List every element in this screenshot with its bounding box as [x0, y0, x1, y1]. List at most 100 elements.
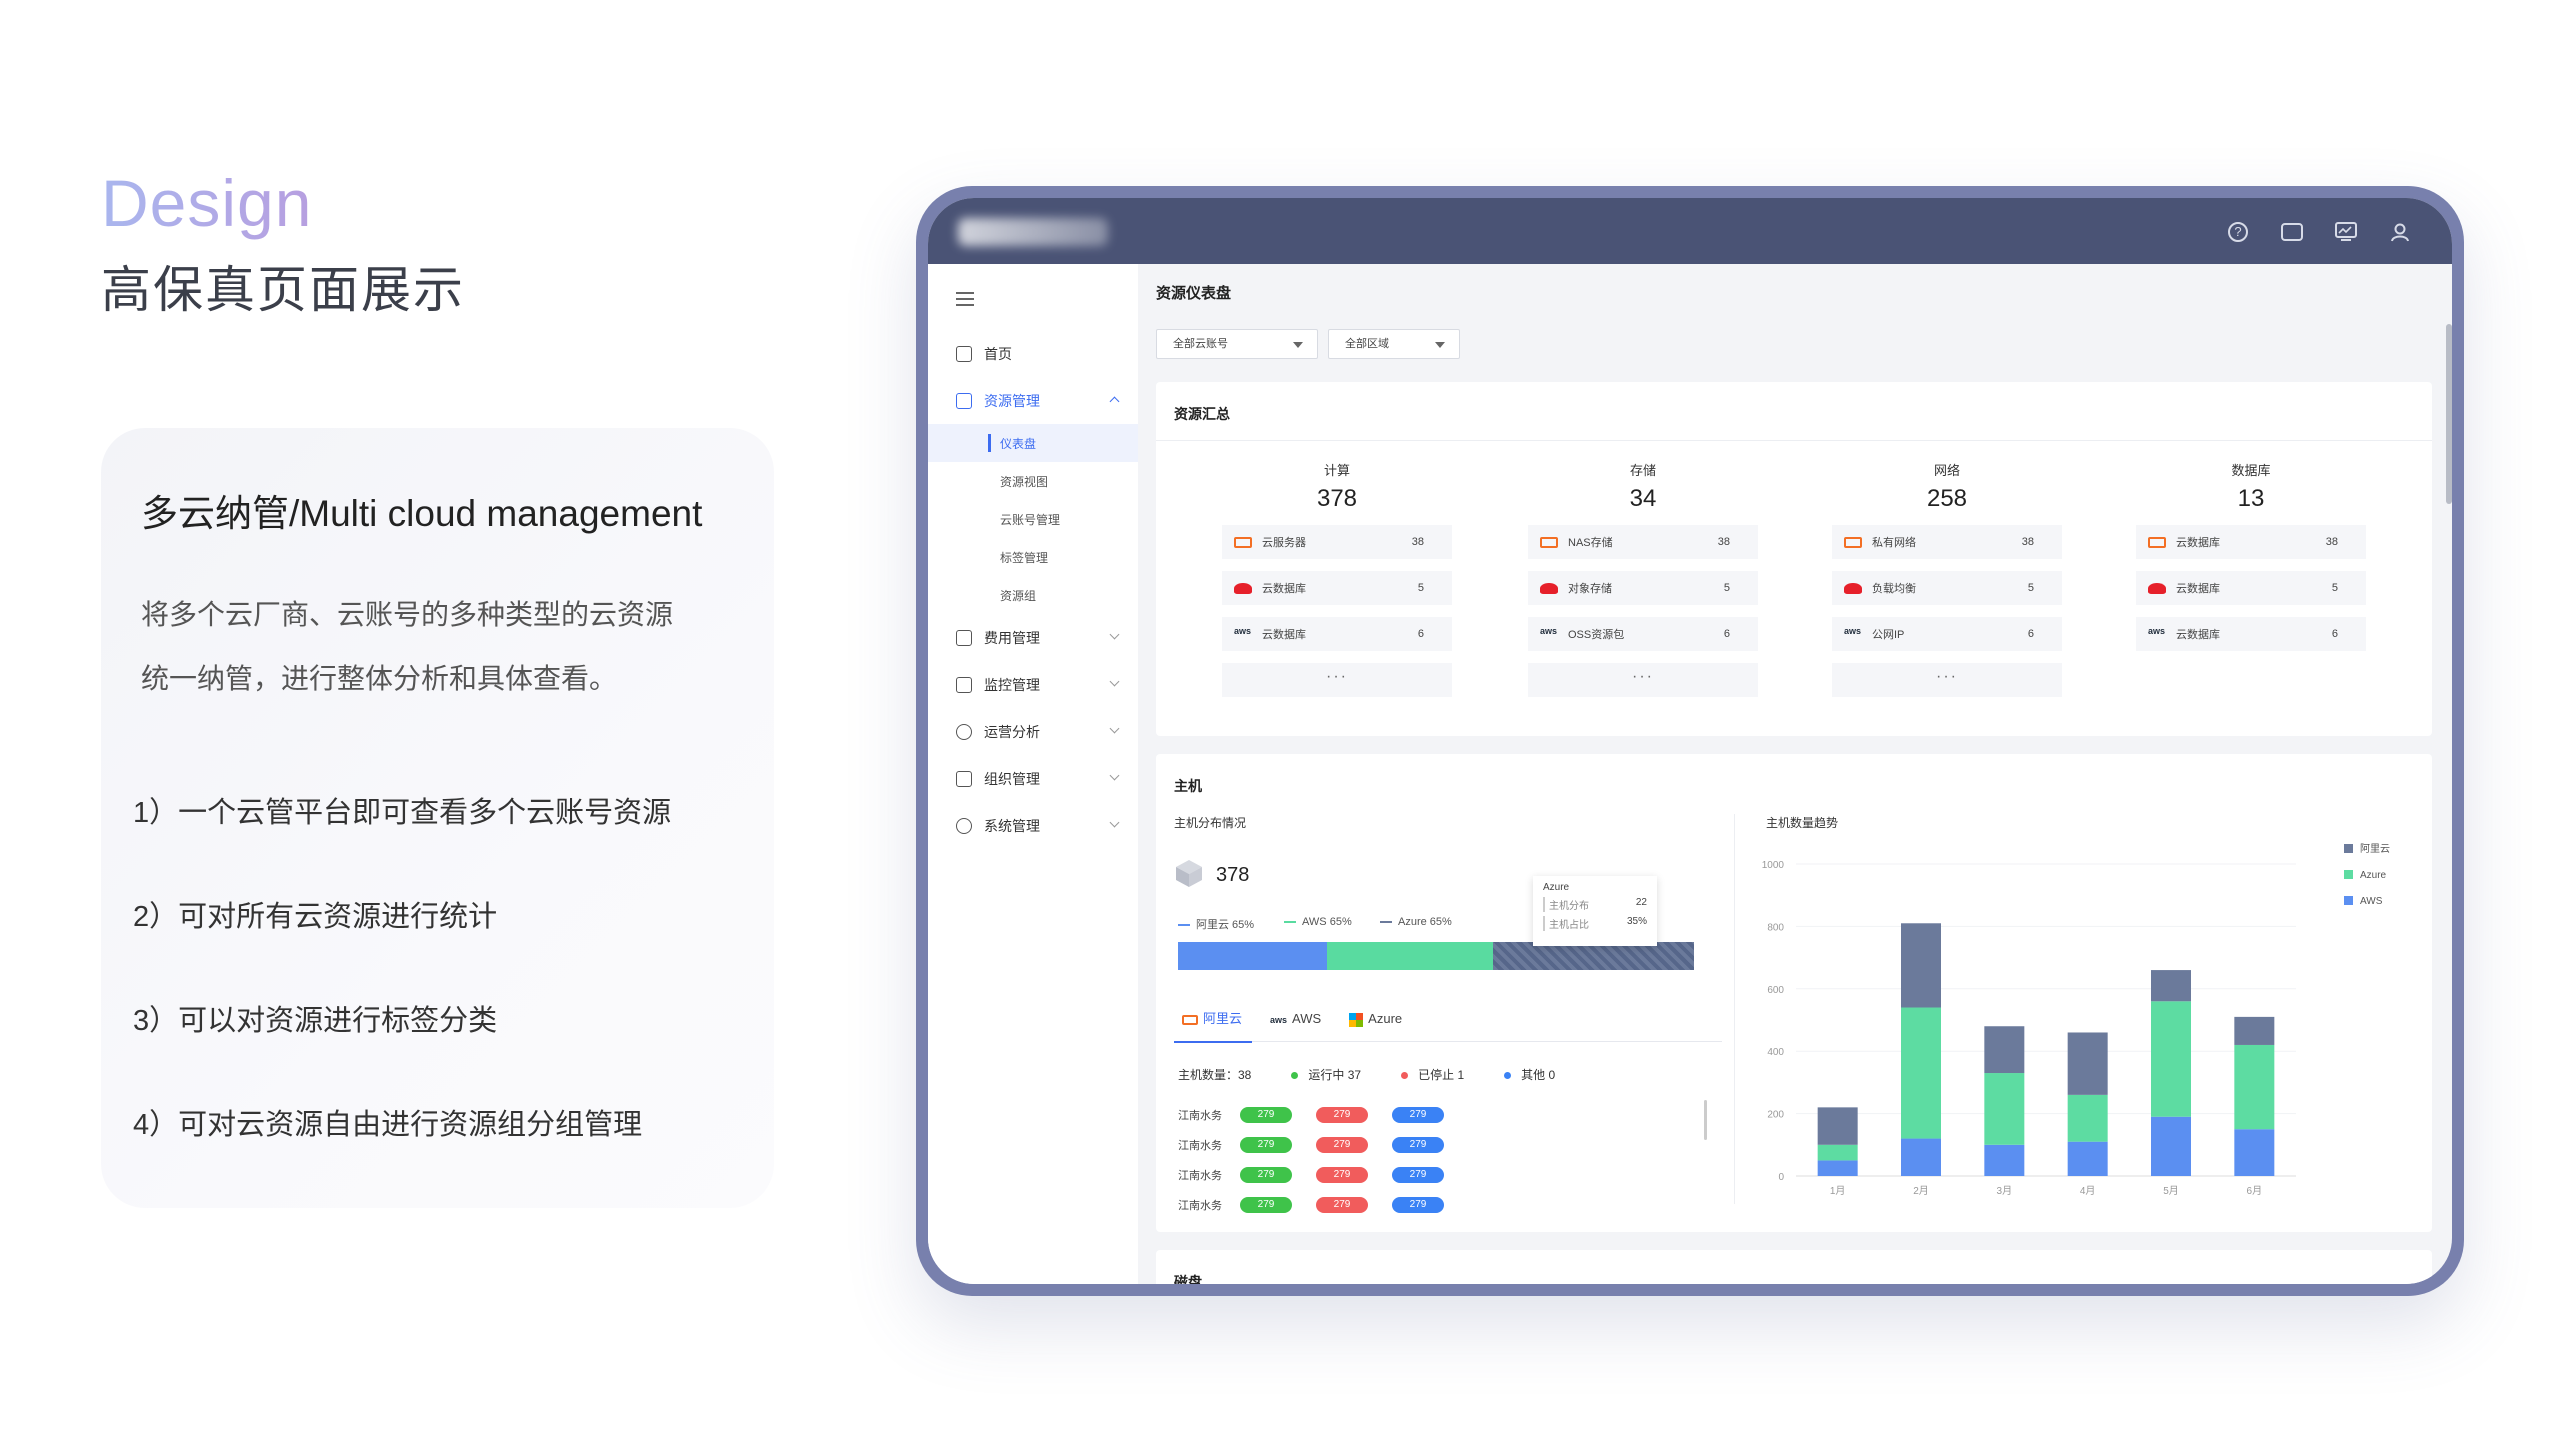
tablet-frame: ? 首页 资源管理 [916, 186, 2464, 1296]
divider [1734, 814, 1735, 1204]
bar-segment[interactable] [1984, 1144, 2025, 1176]
aws-icon: aws [1540, 626, 1558, 636]
huawei-icon [1234, 583, 1252, 594]
summary-row[interactable]: aws 公网IP 6 [1832, 617, 2062, 651]
sidebar-subitem-account[interactable]: 云账号管理 [1000, 512, 1061, 527]
summary-row[interactable]: NAS存储 38 [1528, 525, 1758, 559]
sidebar-subitem-tags[interactable]: 标签管理 [1000, 550, 1049, 565]
bar-segment[interactable] [2234, 1129, 2275, 1176]
bar-segment-aws[interactable] [1327, 942, 1493, 970]
feature-list: 1）一个云管平台即可查看多个云账号资源 2）可对所有云资源进行统计 3）可以对资… [133, 793, 671, 1209]
status-pill: 279 [1392, 1137, 1444, 1153]
summary-row[interactable]: 对象存储 5 [1528, 571, 1758, 605]
sidebar-item-monitor[interactable]: 监控管理 [928, 661, 1138, 708]
tab-aliyun[interactable]: 阿里云 [1174, 1006, 1262, 1043]
panel-title: 资源汇总 [1174, 406, 1230, 422]
summary-row-label: 对象存储 [1568, 583, 1612, 595]
bar-segment[interactable] [1901, 1007, 1941, 1139]
summary-column-network: 网络 258 私有网络 38 负载均衡 5 aws 公网IP 6 ··· [1832, 460, 2062, 697]
tab-aws[interactable]: aws AWS [1262, 1006, 1341, 1042]
tooltip: Azure 主机分布 22 主机占比 35% [1533, 876, 1657, 946]
summary-row[interactable]: 云数据库 5 [1222, 571, 1452, 605]
x-tick-label: 2月 [1913, 1185, 1929, 1197]
summary-row[interactable]: 负载均衡 5 [1832, 571, 2062, 605]
bar-segment-azure[interactable] [1493, 942, 1694, 970]
sidebar-item-cost[interactable]: 费用管理 [928, 614, 1138, 661]
summary-row[interactable]: aws OSS资源包 6 [1528, 617, 1758, 651]
bar-segment[interactable] [2151, 970, 2191, 1002]
sidebar-item-org[interactable]: 组织管理 [928, 755, 1138, 802]
account-select[interactable]: 全部云账号 [1156, 329, 1318, 359]
row-name: 江南水务 [1178, 1200, 1222, 1212]
host-distribution-bar [1178, 942, 1694, 970]
sidebar-item-resources[interactable]: 资源管理 [928, 377, 1138, 424]
feature-desc-line: 统一纳管，进行整体分析和具体查看。 [141, 663, 618, 694]
bar-segment[interactable] [1984, 1026, 2025, 1074]
sidebar-subitem-groups[interactable]: 资源组 [1000, 588, 1037, 603]
bar-segment[interactable] [1817, 1160, 1858, 1176]
page-title: 资源仪表盘 [1156, 285, 1232, 302]
sidebar-subitem-dashboard[interactable]: 仪表盘 [928, 424, 1138, 462]
status-value: 37 [1347, 1068, 1362, 1082]
status-value: 1 [1457, 1068, 1465, 1082]
caret-down-icon [1293, 342, 1303, 348]
status-pill: 279 [1392, 1167, 1444, 1183]
page-scrollbar[interactable] [2446, 324, 2452, 504]
bar-segment[interactable] [2234, 1016, 2275, 1045]
bar-segment[interactable] [2151, 1001, 2191, 1117]
summary-row[interactable]: aws 云数据库 6 [2136, 617, 2366, 651]
bar-segment[interactable] [1817, 1144, 1858, 1161]
x-tick-label: 5月 [2163, 1185, 2179, 1197]
bar-segment[interactable] [1817, 1107, 1858, 1145]
legend-azure: Azure 65% [1380, 916, 1452, 928]
sidebar-item-system[interactable]: 系统管理 [928, 802, 1138, 849]
region-select-value: 全部区域 [1345, 338, 1389, 350]
bar-segment[interactable] [2067, 1032, 2108, 1095]
aws-icon: aws [1234, 626, 1252, 636]
summary-row-value: 6 [1417, 628, 1424, 640]
list-scrollbar[interactable] [1704, 1100, 1707, 1140]
bar-segment[interactable] [1984, 1073, 2025, 1145]
region-select[interactable]: 全部区域 [1328, 329, 1460, 359]
message-icon[interactable] [2280, 220, 2304, 244]
summary-category: 计算 [1323, 463, 1350, 478]
table-row[interactable]: 江南水务 279 279 279 [1178, 1100, 1468, 1130]
user-icon[interactable] [2388, 220, 2412, 244]
bar-segment-aliyun[interactable] [1178, 942, 1327, 970]
more-button[interactable]: ··· [1832, 663, 2062, 697]
summary-row-value: 6 [2331, 628, 2338, 640]
bar-segment[interactable] [2151, 1116, 2191, 1176]
huawei-icon [1844, 583, 1862, 594]
chevron-down-icon [1109, 676, 1120, 687]
status-stopped: 已停止 1 [1401, 1066, 1464, 1083]
summary-row[interactable]: 云服务器 38 [1222, 525, 1452, 559]
summary-column-compute: 计算 378 云服务器 38 云数据库 5 aws 云数据库 6 ··· [1222, 460, 1452, 697]
monitor-icon[interactable] [2334, 220, 2358, 244]
sidebar-item-home[interactable]: 首页 [928, 330, 1138, 377]
summary-row[interactable]: 云数据库 38 [2136, 525, 2366, 559]
more-button[interactable]: ··· [1528, 663, 1758, 697]
summary-row[interactable]: 私有网络 38 [1832, 525, 2062, 559]
sidebar-item-analysis[interactable]: 运营分析 [928, 708, 1138, 755]
tab-azure[interactable]: Azure [1341, 1006, 1422, 1042]
aws-icon: aws [1270, 1014, 1288, 1025]
legend-label: AWS 65% [1302, 916, 1352, 928]
summary-row[interactable]: 云数据库 5 [2136, 571, 2366, 605]
feature-point: 2）可对所有云资源进行统计 [133, 901, 498, 933]
status-other: 其他 0 [1504, 1066, 1555, 1083]
help-icon[interactable]: ? [2226, 220, 2250, 244]
host-count: 主机数量：38 [1178, 1068, 1252, 1082]
table-row[interactable]: 江南水务 279 279 279 [1178, 1190, 1468, 1220]
table-row[interactable]: 江南水务 279 279 279 [1178, 1130, 1468, 1160]
summary-row[interactable]: aws 云数据库 6 [1222, 617, 1452, 651]
table-row[interactable]: 江南水务 279 279 279 [1178, 1160, 1468, 1190]
bar-segment[interactable] [1901, 923, 1941, 1008]
menu-toggle-icon[interactable] [956, 292, 974, 310]
bar-segment[interactable] [1901, 1138, 1941, 1176]
aliyun-icon [1540, 537, 1558, 548]
bar-segment[interactable] [2067, 1141, 2108, 1176]
bar-segment[interactable] [2067, 1094, 2108, 1142]
bar-segment[interactable] [2234, 1044, 2275, 1130]
sidebar-subitem-resource-view[interactable]: 资源视图 [1000, 474, 1049, 489]
more-button[interactable]: ··· [1222, 663, 1452, 697]
